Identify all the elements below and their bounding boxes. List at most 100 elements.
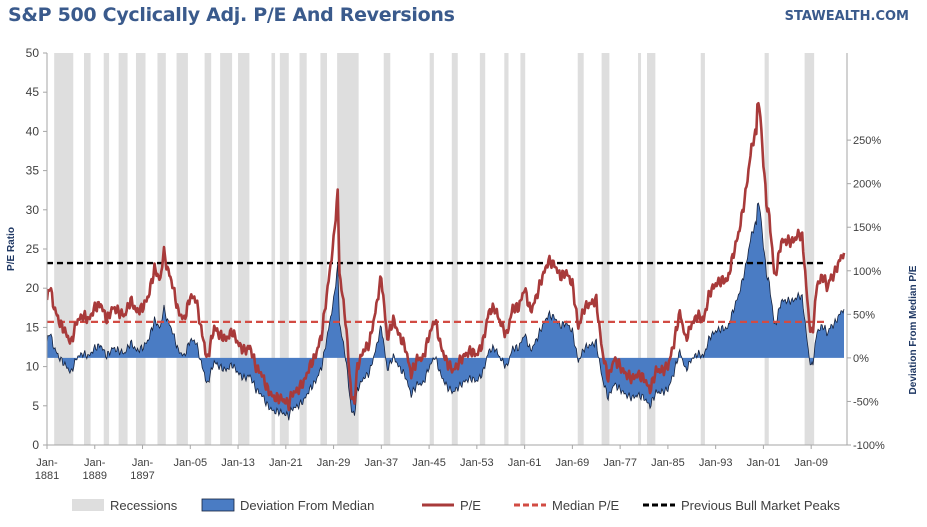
recession-band bbox=[157, 53, 166, 445]
pe-line bbox=[47, 101, 846, 412]
x-tick-label: Jan-09 bbox=[794, 457, 828, 469]
y-tick-label-left: 15 bbox=[26, 320, 40, 334]
legend-label: Recessions bbox=[110, 498, 178, 513]
pe-line-group bbox=[47, 101, 846, 412]
x-tick-label-line: Jan-77 bbox=[603, 457, 637, 469]
y-tick-label-left: 20 bbox=[26, 281, 40, 295]
x-tick-label: Jan-93 bbox=[699, 457, 733, 469]
y-tick-label-right: -100% bbox=[853, 440, 885, 452]
y-tick-label-right: 0% bbox=[853, 353, 869, 365]
x-tick-label: Jan-53 bbox=[460, 457, 494, 469]
x-tick-label: Jan-45 bbox=[412, 457, 446, 469]
recession-band bbox=[804, 53, 815, 445]
recession-band bbox=[479, 53, 486, 445]
y-axis-label-right: Deviation From Median P/E bbox=[908, 265, 919, 394]
recession-band bbox=[118, 53, 128, 445]
recession-band bbox=[54, 53, 74, 445]
chart-title: S&P 500 Cyclically Adj. P/E And Reversio… bbox=[8, 4, 455, 26]
recession-band bbox=[451, 53, 458, 445]
chart-legend: Recessions Deviation From Median P/E Median… bbox=[72, 498, 840, 513]
recession-band bbox=[504, 53, 509, 445]
y-tick-label-right: -50% bbox=[853, 396, 879, 408]
x-tick-label-line: 1881 bbox=[35, 470, 59, 482]
legend-label: Deviation From Median bbox=[240, 498, 374, 513]
recession-bands bbox=[54, 53, 815, 445]
deviation-outline bbox=[47, 202, 845, 421]
x-tick-label: Jan-21 bbox=[269, 457, 303, 469]
x-tick-label: Jan-05 bbox=[173, 457, 207, 469]
x-tick-label-line: Jan-29 bbox=[317, 457, 351, 469]
y-tick-label-right: 250% bbox=[853, 135, 881, 147]
axes-group: 0 5 10 15 20 25 30 35 40 45 50 -100% -50% 0% 50% 100% 15… bbox=[26, 46, 885, 482]
y-tick-label-left: 25 bbox=[26, 242, 40, 256]
deviation-area bbox=[47, 203, 844, 421]
x-tick-label: Jan-1881 bbox=[35, 457, 59, 482]
recession-band bbox=[299, 53, 307, 445]
recession-band bbox=[103, 53, 110, 445]
recession-band bbox=[238, 53, 250, 445]
y-tick-label-left: 10 bbox=[26, 360, 40, 374]
recession-band bbox=[638, 53, 642, 445]
legend-swatch-deviation bbox=[201, 498, 235, 512]
x-tick-label-line: Jan-37 bbox=[365, 457, 399, 469]
x-tick-label: Jan-77 bbox=[603, 457, 637, 469]
x-tick-label-line: Jan-09 bbox=[794, 457, 828, 469]
x-tick-label: Jan-61 bbox=[508, 457, 542, 469]
x-tick-label-line: Jan-45 bbox=[412, 457, 446, 469]
recession-band bbox=[383, 53, 391, 445]
y-tick-label-right: 200% bbox=[853, 179, 881, 191]
x-tick-label: Jan-29 bbox=[317, 457, 351, 469]
y-tick-label-left: 35 bbox=[26, 164, 40, 178]
y-tick-label-left: 45 bbox=[26, 85, 40, 99]
recession-band bbox=[176, 53, 188, 445]
legend-label: Median P/E bbox=[552, 498, 620, 513]
x-tick-label: Jan-37 bbox=[365, 457, 399, 469]
x-tick-label-line: 1897 bbox=[130, 470, 154, 482]
recession-band bbox=[204, 53, 212, 445]
x-tick-label: Jan-13 bbox=[221, 457, 255, 469]
recession-band bbox=[764, 53, 769, 445]
x-tick-label-line: Jan-61 bbox=[508, 457, 542, 469]
x-tick-label-line: Jan-13 bbox=[221, 457, 255, 469]
recession-band bbox=[647, 53, 656, 445]
x-tick-label-line: Jan- bbox=[132, 457, 154, 469]
x-tick-label-line: Jan-21 bbox=[269, 457, 303, 469]
deviation-area-group bbox=[47, 202, 845, 421]
recession-band bbox=[429, 53, 434, 445]
x-tick-label: Jan-85 bbox=[651, 457, 685, 469]
y-tick-label-left: 30 bbox=[26, 203, 40, 217]
x-tick-label: Jan-1889 bbox=[83, 457, 107, 482]
y-tick-label-left: 5 bbox=[32, 399, 39, 413]
x-tick-label-line: Jan-93 bbox=[699, 457, 733, 469]
y-axis-label-left: P/E Ratio bbox=[6, 227, 17, 271]
x-tick-label-line: Jan- bbox=[84, 457, 106, 469]
recession-band bbox=[135, 53, 146, 445]
y-tick-label-left: 50 bbox=[26, 46, 40, 60]
x-tick-label: Jan-69 bbox=[556, 457, 590, 469]
y-tick-label-right: 150% bbox=[853, 222, 881, 234]
recession-band bbox=[601, 53, 610, 445]
x-tick-label-line: Jan-53 bbox=[460, 457, 494, 469]
recession-band bbox=[220, 53, 233, 445]
x-tick-label-line: Jan-01 bbox=[747, 457, 781, 469]
legend-label: Previous Bull Market Peaks bbox=[681, 498, 840, 513]
x-tick-label-line: Jan-85 bbox=[651, 457, 685, 469]
recession-band bbox=[84, 53, 91, 445]
x-tick-label-line: Jan-05 bbox=[173, 457, 207, 469]
recession-band bbox=[320, 53, 327, 445]
x-tick-label-line: Jan- bbox=[36, 457, 58, 469]
legend-swatch-recessions bbox=[72, 499, 104, 511]
x-tick-label-line: 1889 bbox=[83, 470, 107, 482]
recession-band bbox=[700, 53, 705, 445]
recession-band bbox=[279, 53, 289, 445]
y-tick-label-right: 50% bbox=[853, 309, 875, 321]
y-tick-label-right: 100% bbox=[853, 266, 881, 278]
y-tick-label-left: 40 bbox=[26, 124, 40, 138]
y-tick-label-left: 0 bbox=[32, 438, 39, 452]
x-tick-label: Jan-01 bbox=[747, 457, 781, 469]
recession-band bbox=[271, 53, 276, 445]
x-tick-label: Jan-1897 bbox=[130, 457, 154, 482]
x-tick-label-line: Jan-69 bbox=[556, 457, 590, 469]
